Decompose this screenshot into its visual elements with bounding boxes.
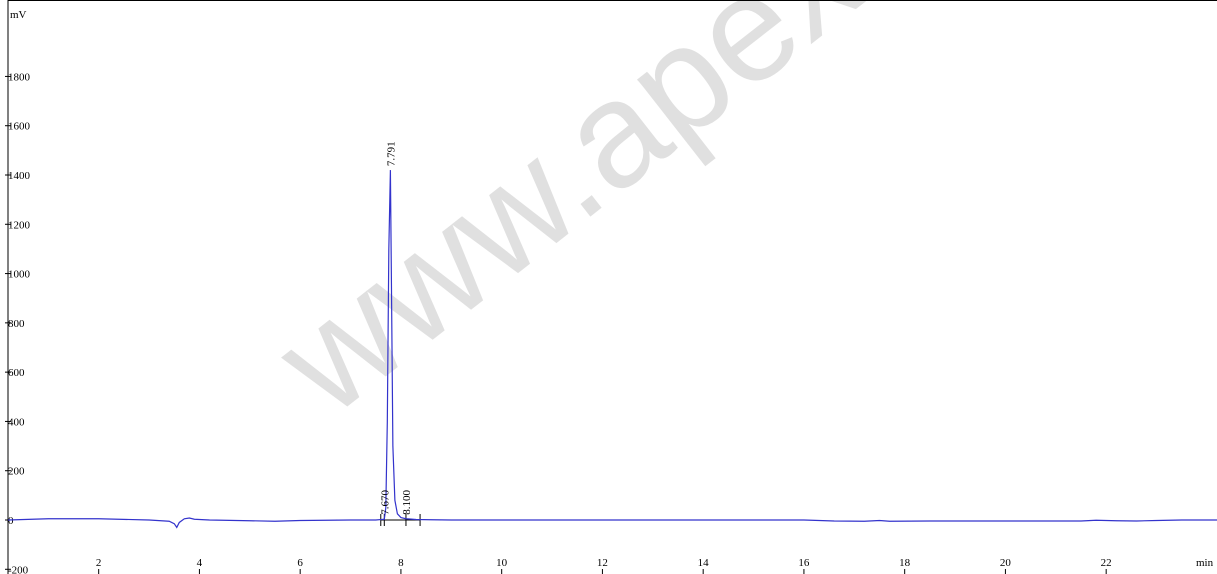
peak-labels: 7.670 7.791 8.100 bbox=[379, 141, 413, 514]
y-tick-label-10: 1800 bbox=[8, 71, 31, 83]
x-tick-label-6: 14 bbox=[698, 557, 710, 569]
x-tick-label-7: 16 bbox=[798, 557, 810, 569]
x-ticks: 2 4 6 8 10 12 14 16 18 20 22 bbox=[96, 557, 1112, 574]
y-tick-label-3: 400 bbox=[8, 416, 25, 428]
y-tick-label-4: 600 bbox=[8, 367, 25, 379]
peak-label-1: 7.791 bbox=[385, 141, 397, 166]
x-tick-label-8: 18 bbox=[899, 557, 911, 569]
peak-label-0: 7.670 bbox=[379, 490, 391, 515]
x-unit-label: min bbox=[1196, 557, 1214, 569]
series-line bbox=[7, 170, 1217, 529]
y-ticks: -200 0 200 400 600 800 1000 1200 1400 1600 1800 bbox=[5, 71, 31, 574]
x-tick-label-3: 8 bbox=[398, 557, 404, 569]
x-tick-label-4: 10 bbox=[496, 557, 508, 569]
x-tick-label-0: 2 bbox=[96, 557, 102, 569]
y-tick-label-0: -200 bbox=[8, 564, 29, 574]
y-tick-label-5: 800 bbox=[8, 318, 25, 330]
x-tick-label-10: 22 bbox=[1101, 557, 1112, 569]
peak-label-2: 8.100 bbox=[401, 490, 413, 515]
y-tick-label-6: 1000 bbox=[8, 269, 31, 281]
y-unit-label: mV bbox=[10, 9, 27, 21]
y-tick-label-9: 1600 bbox=[8, 121, 31, 133]
y-tick-label-7: 1200 bbox=[8, 219, 31, 231]
y-tick-label-1: 0 bbox=[8, 515, 14, 527]
x-tick-label-1: 4 bbox=[197, 557, 203, 569]
y-tick-label-2: 200 bbox=[8, 466, 25, 478]
watermark: www.apex bbox=[245, 0, 888, 446]
x-tick-label-5: 12 bbox=[597, 557, 608, 569]
x-tick-label-9: 20 bbox=[1000, 557, 1012, 569]
axes bbox=[7, 0, 1217, 574]
x-tick-label-2: 6 bbox=[297, 557, 303, 569]
y-tick-label-8: 1400 bbox=[8, 170, 31, 182]
integration-markers bbox=[380, 514, 421, 526]
